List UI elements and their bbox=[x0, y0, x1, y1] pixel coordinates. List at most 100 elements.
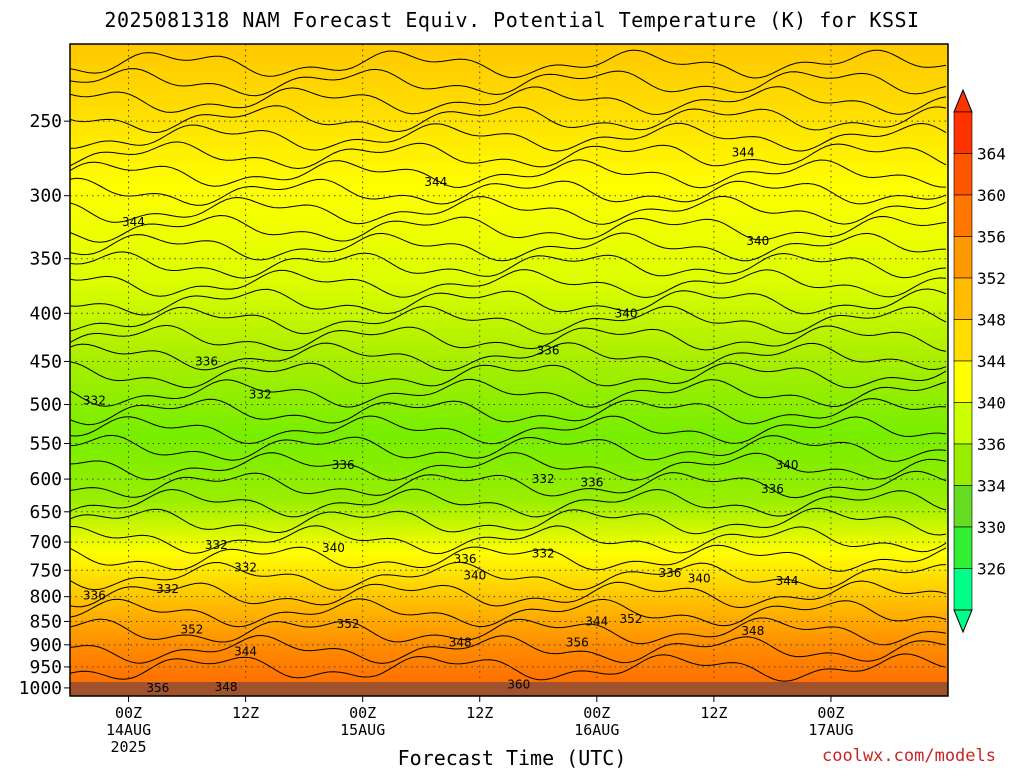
x-tick-label: 00Z bbox=[817, 704, 844, 722]
colorbar-segment bbox=[953, 194, 973, 237]
x-axis-label: Forecast Time (UTC) bbox=[397, 746, 627, 770]
chart-title: 2025081318 NAM Forecast Equiv. Potential… bbox=[104, 8, 920, 32]
contour-label: 348 bbox=[741, 624, 764, 638]
contour-line bbox=[70, 398, 947, 426]
y-tick-label: 850 bbox=[29, 611, 62, 632]
contour-label: 352 bbox=[337, 617, 360, 631]
contour-line bbox=[70, 342, 947, 372]
x-tick-label: 14AUG bbox=[106, 721, 151, 739]
contour-label: 352 bbox=[180, 623, 203, 637]
contour-label: 332 bbox=[532, 547, 555, 561]
contour-line bbox=[70, 86, 947, 116]
contour-label: 340 bbox=[615, 306, 638, 320]
colorbar-label: 334 bbox=[977, 477, 1006, 496]
contour-line bbox=[70, 525, 947, 555]
contour-line bbox=[70, 470, 947, 499]
contour-line bbox=[70, 361, 947, 389]
y-tick-label: 500 bbox=[29, 395, 62, 416]
contour-label: 352 bbox=[619, 612, 642, 626]
contour-line bbox=[70, 122, 947, 152]
contour-label: 336 bbox=[659, 566, 682, 580]
ground-terrain bbox=[70, 682, 948, 696]
contour-label: 348 bbox=[449, 636, 472, 650]
y-tick-label: 750 bbox=[29, 560, 62, 581]
contour-label: 340 bbox=[776, 458, 799, 472]
colorbar-label: 360 bbox=[977, 186, 1006, 205]
x-tick-label: 00Z bbox=[349, 704, 376, 722]
colorbar-label: 356 bbox=[977, 228, 1006, 247]
y-tick-label: 350 bbox=[29, 249, 62, 270]
contour-line bbox=[70, 141, 947, 170]
contour-line bbox=[70, 251, 947, 279]
contour-label: 332 bbox=[532, 472, 555, 486]
x-tick-label: 2025 bbox=[110, 738, 146, 756]
colorbar-label: 330 bbox=[977, 518, 1006, 537]
colorbar-label: 326 bbox=[977, 560, 1006, 579]
contour-label: 336 bbox=[332, 458, 355, 472]
contour-line bbox=[70, 598, 947, 628]
contour-label: 336 bbox=[83, 589, 106, 603]
contour-line bbox=[70, 561, 947, 591]
colorbar-label: 348 bbox=[977, 311, 1006, 330]
x-tick-label: 12Z bbox=[466, 704, 493, 722]
colorbar-segment bbox=[953, 443, 973, 486]
contour-label: 344 bbox=[732, 146, 755, 160]
contour-label: 340 bbox=[688, 571, 711, 585]
contour-label: 356 bbox=[146, 681, 169, 695]
contour-label: 336 bbox=[195, 354, 218, 368]
contour-line bbox=[70, 269, 947, 299]
y-tick-label: 1000 bbox=[19, 678, 62, 699]
colorbar-bottom-arrow bbox=[953, 609, 973, 634]
credit-link[interactable]: coolwx.com/models bbox=[822, 746, 996, 766]
colorbar-segment bbox=[953, 319, 973, 362]
contour-line bbox=[70, 507, 947, 536]
contour-line bbox=[70, 159, 947, 189]
contour-line bbox=[70, 434, 947, 462]
contour-line bbox=[70, 378, 947, 408]
contour-line bbox=[70, 451, 947, 481]
colorbar-segment bbox=[953, 277, 973, 320]
contour-line bbox=[70, 177, 947, 206]
x-tick-label: 00Z bbox=[115, 704, 142, 722]
x-tick-label: 12Z bbox=[232, 704, 259, 722]
contour-label: 344 bbox=[585, 614, 608, 628]
contour-label: 336 bbox=[580, 475, 603, 489]
y-tick-label: 700 bbox=[29, 532, 62, 553]
y-tick-label: 550 bbox=[29, 433, 62, 454]
y-tick-label: 600 bbox=[29, 469, 62, 490]
x-tick-label: 17AUG bbox=[808, 721, 853, 739]
contour-label: 332 bbox=[249, 388, 272, 402]
contour-label: 336 bbox=[761, 482, 784, 496]
colorbar-label: 336 bbox=[977, 435, 1006, 454]
contour-label: 332 bbox=[156, 582, 179, 596]
contour-line bbox=[70, 68, 947, 97]
contour-lines bbox=[70, 49, 947, 682]
contour-line bbox=[70, 617, 947, 646]
colorbar-label: 364 bbox=[977, 145, 1006, 164]
contour-line bbox=[70, 214, 947, 243]
x-tick-label: 12Z bbox=[700, 704, 727, 722]
contour-line bbox=[70, 653, 947, 682]
contour-label: 336 bbox=[454, 552, 477, 566]
contour-line bbox=[70, 634, 947, 664]
contour-line bbox=[70, 49, 947, 79]
colorbar: 364 360 356 352 348 344 340 336 334 330 326 bbox=[953, 88, 1006, 634]
contour-label: 356 bbox=[566, 636, 589, 650]
colorbar-label: 340 bbox=[977, 394, 1006, 413]
y-tick-label: 650 bbox=[29, 502, 62, 523]
colorbar-segment bbox=[953, 568, 973, 611]
contour-label: 340 bbox=[322, 541, 345, 555]
contour-label: 340 bbox=[746, 234, 769, 248]
contour-label: 340 bbox=[463, 569, 486, 583]
contour-label: 332 bbox=[234, 561, 257, 575]
contour-label: 344 bbox=[122, 215, 145, 229]
colorbar-top-arrow bbox=[953, 88, 973, 113]
contour-label: 348 bbox=[215, 680, 238, 694]
colorbar-segment bbox=[953, 402, 973, 445]
contour-label: 336 bbox=[537, 343, 560, 357]
contour-line bbox=[70, 232, 947, 262]
contour-label: 332 bbox=[83, 393, 106, 407]
contour-label: 344 bbox=[776, 574, 799, 588]
